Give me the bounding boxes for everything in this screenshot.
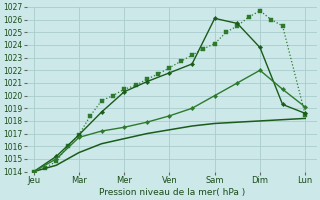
X-axis label: Pression niveau de la mer( hPa ): Pression niveau de la mer( hPa ) bbox=[99, 188, 245, 197]
